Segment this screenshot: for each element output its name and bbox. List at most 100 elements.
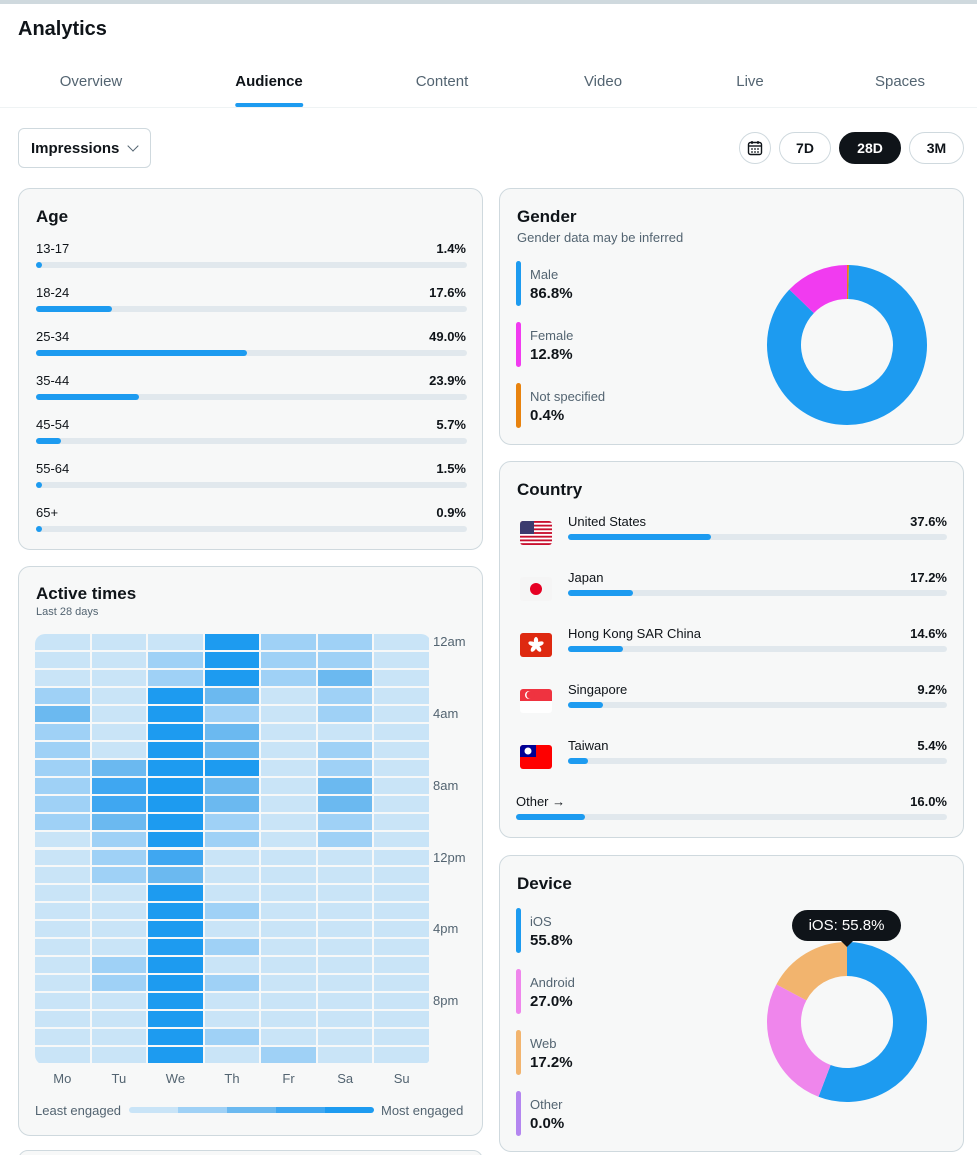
heatmap-cell[interactable]	[148, 723, 203, 740]
heatmap-cell[interactable]	[35, 1047, 90, 1063]
range-7d-button[interactable]: 7D	[779, 132, 831, 164]
range-3m-button[interactable]: 3M	[909, 132, 964, 164]
heatmap-cell[interactable]	[204, 669, 260, 686]
heatmap-cell[interactable]	[204, 705, 260, 722]
heatmap-cell[interactable]	[148, 777, 203, 794]
heatmap-cell[interactable]	[261, 975, 316, 992]
tab-audience[interactable]: Audience	[235, 56, 303, 108]
heatmap-cell[interactable]	[91, 669, 147, 686]
heatmap-cell[interactable]	[204, 957, 260, 974]
heatmap-cell[interactable]	[91, 705, 147, 722]
heatmap-cell[interactable]	[261, 777, 316, 794]
heatmap-cell[interactable]	[317, 705, 373, 722]
heatmap-cell[interactable]	[374, 795, 429, 812]
heatmap-cell[interactable]	[261, 1011, 316, 1028]
heatmap-cell[interactable]	[91, 759, 147, 776]
heatmap-cell[interactable]	[148, 1011, 203, 1028]
heatmap-cell[interactable]	[148, 1047, 203, 1063]
device-slice-ios[interactable]	[818, 942, 927, 1102]
heatmap-cell[interactable]	[374, 759, 429, 776]
heatmap-cell[interactable]	[317, 687, 373, 704]
heatmap-cell[interactable]	[204, 885, 260, 902]
heatmap-cell[interactable]	[317, 1029, 373, 1046]
heatmap-cell[interactable]	[148, 849, 203, 866]
heatmap-cell[interactable]	[317, 795, 373, 812]
heatmap-cell[interactable]	[374, 993, 429, 1010]
heatmap-cell[interactable]	[317, 939, 373, 956]
heatmap-cell[interactable]	[35, 849, 90, 866]
heatmap-cell[interactable]	[35, 795, 90, 812]
heatmap-cell[interactable]	[148, 867, 203, 884]
device-slice-android[interactable]	[767, 984, 832, 1097]
heatmap-cell[interactable]	[317, 759, 373, 776]
heatmap-cell[interactable]	[148, 939, 203, 956]
heatmap-cell[interactable]	[35, 759, 90, 776]
heatmap-cell[interactable]	[261, 849, 316, 866]
heatmap-cell[interactable]	[204, 1047, 260, 1063]
heatmap-cell[interactable]	[35, 723, 90, 740]
heatmap-cell[interactable]	[91, 885, 147, 902]
heatmap-cell[interactable]	[374, 651, 429, 668]
heatmap-cell[interactable]	[91, 1047, 147, 1063]
heatmap-cell[interactable]	[204, 759, 260, 776]
heatmap-cell[interactable]	[204, 849, 260, 866]
heatmap-cell[interactable]	[148, 634, 203, 650]
heatmap-cell[interactable]	[374, 1047, 429, 1063]
heatmap-cell[interactable]	[204, 723, 260, 740]
heatmap-cell[interactable]	[317, 1047, 373, 1063]
heatmap-cell[interactable]	[374, 867, 429, 884]
heatmap-cell[interactable]	[261, 741, 316, 758]
heatmap-cell[interactable]	[204, 741, 260, 758]
heatmap-cell[interactable]	[148, 705, 203, 722]
heatmap-cell[interactable]	[204, 687, 260, 704]
heatmap-cell[interactable]	[35, 651, 90, 668]
calendar-button[interactable]	[739, 132, 771, 164]
heatmap-cell[interactable]	[261, 993, 316, 1010]
heatmap-cell[interactable]	[317, 903, 373, 920]
heatmap-cell[interactable]	[148, 813, 203, 830]
heatmap-cell[interactable]	[317, 813, 373, 830]
heatmap-cell[interactable]	[374, 975, 429, 992]
heatmap-cell[interactable]	[261, 813, 316, 830]
heatmap-cell[interactable]	[35, 939, 90, 956]
heatmap-cell[interactable]	[148, 1029, 203, 1046]
heatmap-cell[interactable]	[148, 759, 203, 776]
heatmap-cell[interactable]	[91, 831, 147, 848]
heatmap-cell[interactable]	[374, 723, 429, 740]
heatmap-cell[interactable]	[261, 759, 316, 776]
heatmap-cell[interactable]	[261, 634, 316, 650]
heatmap-cell[interactable]	[317, 975, 373, 992]
heatmap-cell[interactable]	[91, 1029, 147, 1046]
heatmap-cell[interactable]	[91, 993, 147, 1010]
heatmap-cell[interactable]	[374, 1029, 429, 1046]
heatmap-cell[interactable]	[317, 741, 373, 758]
tab-overview[interactable]: Overview	[60, 56, 123, 108]
heatmap-cell[interactable]	[317, 669, 373, 686]
tab-content[interactable]: Content	[416, 56, 469, 108]
heatmap-cell[interactable]	[261, 1047, 316, 1063]
heatmap-cell[interactable]	[261, 687, 316, 704]
device-slice-web[interactable]	[776, 942, 848, 1002]
heatmap-cell[interactable]	[261, 669, 316, 686]
heatmap-cell[interactable]	[148, 669, 203, 686]
heatmap-cell[interactable]	[261, 831, 316, 848]
heatmap-cell[interactable]	[204, 651, 260, 668]
heatmap-cell[interactable]	[374, 939, 429, 956]
heatmap-cell[interactable]	[374, 634, 429, 650]
heatmap-cell[interactable]	[317, 921, 373, 938]
heatmap-cell[interactable]	[261, 705, 316, 722]
heatmap-cell[interactable]	[317, 993, 373, 1010]
heatmap-cell[interactable]	[374, 957, 429, 974]
country-other-link[interactable]: Other →	[516, 794, 566, 809]
heatmap-cell[interactable]	[35, 705, 90, 722]
heatmap-cell[interactable]	[35, 885, 90, 902]
heatmap-cell[interactable]	[35, 867, 90, 884]
heatmap-cell[interactable]	[261, 723, 316, 740]
heatmap-cell[interactable]	[374, 813, 429, 830]
heatmap-cell[interactable]	[374, 849, 429, 866]
heatmap-cell[interactable]	[35, 687, 90, 704]
heatmap-cell[interactable]	[261, 1029, 316, 1046]
heatmap-cell[interactable]	[91, 921, 147, 938]
heatmap-cell[interactable]	[374, 705, 429, 722]
heatmap-cell[interactable]	[374, 921, 429, 938]
